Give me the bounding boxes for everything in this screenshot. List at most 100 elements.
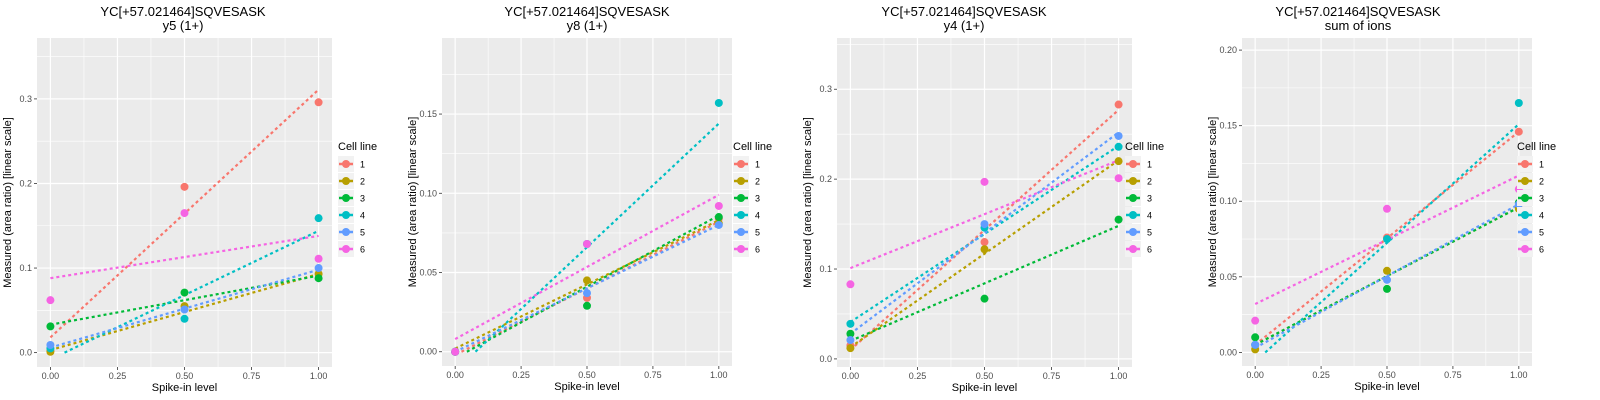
legend-label: 6 — [1539, 245, 1544, 255]
y-tick-label: 0.3 — [19, 94, 32, 104]
x-tick-label: 0.00 — [842, 371, 860, 381]
legend-key-point — [342, 211, 350, 219]
x-tick-label: 0.50 — [578, 370, 596, 380]
panel-subtitle: sum of ions — [1325, 18, 1392, 33]
x-tick-label: 0.75 — [1043, 371, 1061, 381]
legend: Cell line 1 2 3 4 5 6 — [1125, 141, 1164, 257]
point-cell-6 — [1114, 174, 1123, 183]
legend-label: 2 — [1539, 177, 1544, 187]
point-cell-5 — [46, 341, 55, 350]
legend-key-point — [1521, 177, 1529, 185]
point-cell-4 — [314, 214, 323, 223]
legend-key-point — [737, 194, 745, 202]
legend-key-point — [1129, 245, 1137, 253]
point-cell-2 — [1383, 266, 1391, 275]
legend-label: 4 — [360, 211, 365, 221]
legend-item-4: 4 — [1517, 207, 1544, 223]
legend-item-6: 6 — [1125, 241, 1152, 257]
x-tick-label: 0.00 — [1246, 370, 1264, 380]
legend-key-point — [737, 228, 745, 236]
y-tick-label: 0.00 — [419, 347, 437, 357]
point-cell-4 — [714, 98, 723, 107]
y-axis-label: Measured (area ratio) [linear scale] — [1207, 117, 1219, 288]
legend-label: 4 — [1539, 211, 1544, 221]
legend-item-1: 1 — [338, 156, 365, 172]
x-axis-label: Spike-in level — [1354, 381, 1419, 393]
fit-line-cell-2 — [849, 159, 1120, 349]
legend-item-6: 6 — [733, 241, 760, 257]
y-tick-label: 0.0 — [19, 348, 32, 358]
y-axis-label: Measured (area ratio) [linear scale] — [407, 117, 419, 288]
point-cell-4 — [1114, 142, 1123, 151]
point-cell-6 — [46, 296, 55, 305]
point-cell-1 — [1114, 100, 1123, 109]
x-tick-label: 0.25 — [512, 370, 530, 380]
point-cell-3 — [46, 322, 55, 331]
legend-key-point — [342, 245, 350, 253]
point-cell-3 — [1383, 284, 1391, 293]
x-tick-label: 1.00 — [1510, 370, 1528, 380]
legend-item-3: 3 — [338, 190, 365, 206]
x-tick-label: 0.75 — [644, 370, 662, 380]
legend-key-point — [1521, 228, 1529, 236]
point-cell-3 — [980, 294, 989, 303]
y-tick-label: 0.20 — [1219, 45, 1237, 55]
x-tick-label: 0.25 — [109, 371, 127, 381]
y-tick-label: 0.1 — [819, 264, 832, 274]
legend-key-point — [1521, 194, 1529, 202]
point-cell-6 — [451, 347, 460, 356]
legend-label: 6 — [360, 245, 365, 255]
y-tick-label: 0.1 — [19, 263, 32, 273]
point-cell-5 — [583, 289, 591, 298]
point-cell-5 — [846, 336, 855, 345]
y-tick-label: 0.15 — [419, 109, 437, 119]
y-tick-label: 0.3 — [819, 84, 832, 94]
legend-label: 6 — [1147, 245, 1152, 255]
point-cell-4 — [180, 314, 189, 323]
point-cell-3 — [180, 288, 189, 297]
legend: Cell line 1 2 3 4 5 6 — [1517, 141, 1556, 257]
legend-key-point — [737, 177, 745, 185]
y-tick-label: 0.15 — [1219, 121, 1237, 131]
point-cell-6 — [314, 254, 323, 263]
point-cell-1 — [1514, 127, 1523, 136]
point-cell-6 — [583, 239, 591, 248]
legend-label: 4 — [755, 211, 760, 221]
legend-label: 4 — [1147, 211, 1152, 221]
legend-key-point — [1129, 211, 1137, 219]
legend-key-point — [1521, 245, 1529, 253]
legend-label: 3 — [360, 194, 365, 204]
legend-key-point — [342, 228, 350, 236]
x-tick-label: 1.00 — [310, 371, 328, 381]
x-axis-label: Spike-in level — [554, 381, 619, 393]
point-cell-1 — [180, 182, 189, 191]
x-tick-label: 0.00 — [42, 371, 60, 381]
fit-line-cell-1 — [460, 220, 720, 353]
point-cell-5 — [180, 305, 189, 314]
fit-line-cell-6 — [454, 193, 720, 341]
legend-item-6: 6 — [338, 241, 365, 257]
x-axis-label: Spike-in level — [152, 382, 217, 394]
x-tick-label: 0.00 — [446, 370, 464, 380]
legend-item-5: 5 — [1517, 224, 1544, 240]
x-tick-label: 0.50 — [976, 371, 994, 381]
legend-label: 1 — [1539, 160, 1544, 170]
x-tick-label: 0.75 — [1444, 370, 1462, 380]
point-cell-3 — [1114, 215, 1123, 224]
fit-line-cell-4 — [64, 229, 320, 354]
point-cell-5 — [980, 220, 989, 229]
legend-label: 6 — [755, 245, 760, 255]
panel-subtitle: y5 (1+) — [163, 18, 204, 33]
point-cell-6 — [1383, 204, 1391, 213]
x-tick-label: 0.25 — [909, 371, 927, 381]
legend-item-4: 4 — [338, 207, 365, 223]
legend-key-point — [1129, 228, 1137, 236]
legend-item-4: 4 — [1125, 207, 1152, 223]
legend-key-point — [1521, 211, 1529, 219]
legend-item-1: 1 — [1517, 156, 1544, 172]
point-cell-5 — [1114, 131, 1123, 140]
fit-line-cell-4 — [474, 122, 720, 353]
